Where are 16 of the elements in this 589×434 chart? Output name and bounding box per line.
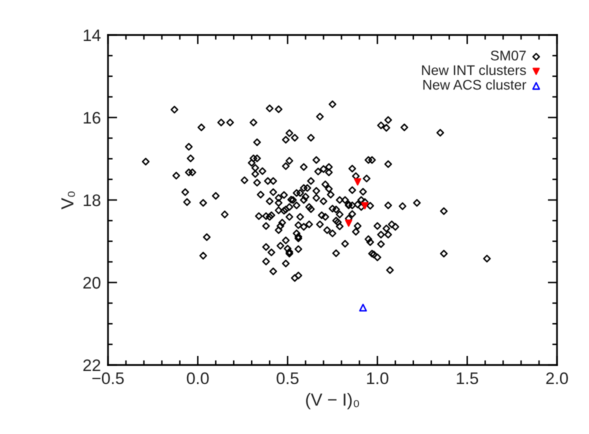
x-axis-title: (V − I)₀ (306, 393, 360, 410)
y-tick-label: 14 (84, 30, 101, 42)
legend-label: SM07 (490, 50, 526, 60)
x-tick-label: −0.5 (92, 372, 124, 384)
x-tick-label: 0.0 (186, 372, 209, 384)
x-tick-label: 1.0 (367, 372, 388, 384)
x-tick-label: 1.5 (456, 372, 478, 384)
x-tick-label: 0.5 (276, 372, 298, 384)
y-axis-title: V₀ (61, 192, 75, 210)
legend-label: New INT clusters (422, 64, 526, 76)
x-tick-label: 2.0 (546, 372, 568, 384)
legend-label: New ACS cluster (423, 80, 526, 90)
y-tick-label: 20 (83, 276, 100, 289)
y-tick-label: 18 (84, 194, 100, 206)
y-tick-label: 16 (84, 112, 100, 124)
y-tick-label: 22 (83, 359, 100, 372)
